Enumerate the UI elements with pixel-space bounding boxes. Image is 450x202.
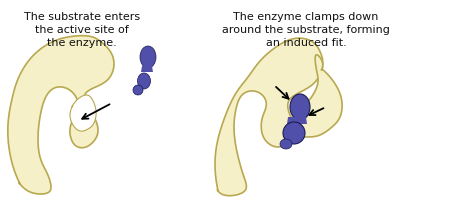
Text: around the substrate, forming: around the substrate, forming	[222, 25, 390, 35]
Ellipse shape	[140, 47, 156, 69]
Polygon shape	[141, 67, 153, 73]
Text: The substrate enters: The substrate enters	[24, 12, 140, 22]
Ellipse shape	[283, 122, 305, 144]
Ellipse shape	[138, 74, 150, 89]
Polygon shape	[287, 117, 307, 124]
Text: the active site of: the active site of	[35, 25, 129, 35]
Text: The enzyme clamps down: The enzyme clamps down	[233, 12, 379, 22]
Polygon shape	[215, 39, 323, 196]
Ellipse shape	[133, 86, 143, 96]
Polygon shape	[8, 37, 114, 194]
Polygon shape	[70, 96, 96, 132]
Text: an induced fit.: an induced fit.	[266, 38, 346, 48]
Ellipse shape	[290, 95, 310, 120]
Text: the enzyme.: the enzyme.	[47, 38, 117, 48]
Polygon shape	[294, 56, 342, 137]
Ellipse shape	[280, 139, 292, 149]
